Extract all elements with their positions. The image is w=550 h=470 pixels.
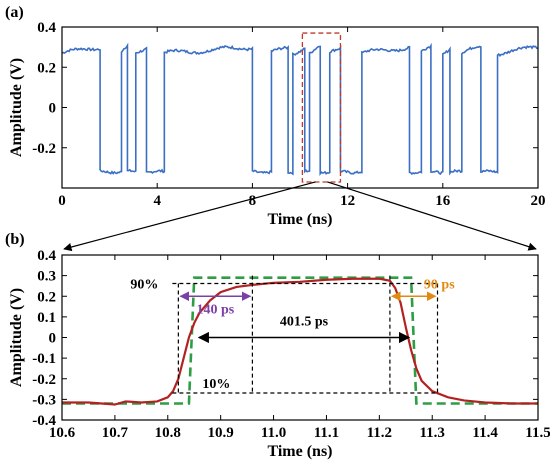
panel-b-x-axis-label: Time (ns) [267, 443, 332, 460]
panel-b-x-tick-label: 10.7 [102, 425, 129, 441]
label-10-percent: 10% [202, 377, 230, 392]
panel-b-x-tick-label: 11.2 [367, 425, 392, 441]
panel-b-y-tick-label: 0.1 [37, 310, 56, 326]
panel-a-frame [61, 26, 539, 189]
panel-a-y-tick-label: 0 [49, 101, 57, 117]
panel-b-measured-trace [62, 277, 538, 406]
panel-b-x-tick-label: 10.8 [155, 425, 181, 441]
panel-b-x-tick-label: 10.9 [208, 425, 234, 441]
panel-a-x-tick-label: 0 [58, 193, 66, 209]
panel-b-x-tick-label: 11.0 [261, 425, 286, 441]
panel-a-y-tick-label: 0.2 [37, 60, 56, 76]
panel-b-y-tick-label: -0.3 [32, 392, 56, 408]
panel-a: (a) 0 4 8 12 16 20 -0.2 0 0.2 0.4 Time (ns) Ampli… [5, 4, 546, 228]
panel-b-x-tick-label: 11.3 [420, 425, 445, 441]
panel-a-x-tick-label: 4 [153, 193, 161, 209]
panel-b-y-tick-label: -0.2 [32, 372, 56, 388]
rise-time-label: 140 ps [197, 302, 235, 317]
zoom-arrow-right [327, 181, 537, 251]
panel-a-y-tick-label: 0.4 [37, 20, 56, 36]
panel-b-y-tick-label: 0 [49, 331, 57, 347]
panel-b-x-tick-label: 11.5 [525, 425, 550, 441]
panel-b-y-tick-label: 0.3 [37, 269, 56, 285]
panel-a-zoom-box [301, 32, 342, 183]
panel-b-ideal-trace [62, 276, 538, 405]
panel-b-annotations: 140 ps 90 ps 401.5 ps 90% 10% [130, 277, 455, 392]
panel-b-label: (b) [5, 231, 25, 248]
panel-a-ticks: 0 4 8 12 16 20 -0.2 0 0.2 0.4 [32, 20, 545, 209]
panel-b-x-tick-label: 10.6 [49, 425, 76, 441]
panel-a-x-tick-label: 8 [249, 193, 257, 209]
panel-a-label: (a) [5, 4, 24, 21]
panel-a-y-tick-label: -0.2 [32, 141, 56, 157]
panel-b-y-tick-label: -0.1 [32, 351, 56, 367]
panel-b: (b) 10.6 10.7 10.8 10.9 11.0 11.1 11.2 11.3 11.4… [5, 231, 550, 460]
label-90-percent: 90% [130, 277, 158, 292]
panel-a-x-tick-label: 16 [435, 193, 451, 209]
panel-b-y-tick-label: 0.4 [37, 248, 56, 264]
panel-a-y-axis-label: Amplitude (V) [8, 58, 25, 157]
fall-time-label: 90 ps [424, 277, 455, 292]
panel-a-x-tick-label: 20 [531, 193, 546, 209]
panel-b-x-tick-label: 11.4 [472, 425, 498, 441]
panel-a-x-axis-label: Time (ns) [267, 211, 332, 228]
panel-b-frame [61, 254, 539, 421]
panel-b-y-tick-label: -0.4 [32, 413, 56, 429]
zoom-arrow-left [63, 181, 316, 252]
panel-b-x-tick-label: 11.1 [314, 425, 339, 441]
panel-b-y-tick-label: 0.2 [37, 289, 56, 305]
panel-b-y-axis-label: Amplitude (V) [8, 288, 25, 387]
panel-a-x-tick-label: 12 [340, 193, 355, 209]
panel-a-trace [61, 42, 539, 177]
pulse-width-label: 401.5 ps [280, 315, 329, 330]
panel-b-ticks: 10.6 10.7 10.8 10.9 11.0 11.1 11.2 11.3 11.4 11.5… [32, 248, 550, 441]
